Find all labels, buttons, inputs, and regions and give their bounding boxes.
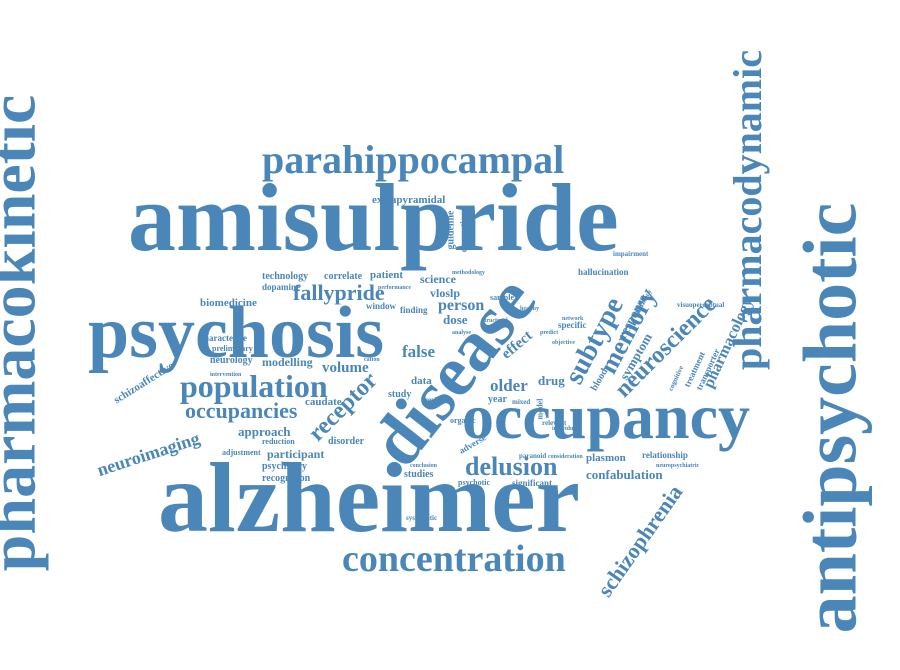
word-pharmacokinetic: pharmacokinetic: [0, 94, 50, 572]
word-mixed: mixed: [512, 398, 531, 406]
word-neuropsychiatric: neuropsychiatric: [656, 463, 700, 469]
word-psychosis: psychosis: [88, 292, 385, 374]
word-network: network: [562, 316, 584, 322]
word-approach: approach: [238, 424, 291, 439]
word-fallypride: fallypride: [293, 280, 385, 305]
word-person: person: [438, 297, 485, 314]
word-vloslp: vloslp: [430, 286, 461, 300]
word-conclusion: conclusion: [410, 463, 438, 469]
word-intervention: intervention: [210, 372, 242, 378]
word-patient: patient: [370, 269, 403, 281]
word-dose: dose: [443, 312, 468, 327]
word-disorder: disorder: [328, 436, 365, 447]
word-relevant: relevant: [542, 419, 567, 427]
word-caudate: caudate: [305, 396, 342, 408]
word-population: population: [180, 368, 328, 404]
word-objective: objective: [552, 340, 575, 346]
word-delusion: delusion: [465, 452, 558, 481]
word-visuoperceptual: visuoperceptual: [677, 301, 725, 309]
word-confabulation: confabulation: [586, 467, 663, 482]
word-parahippocampal: parahippocampal: [262, 137, 565, 182]
word-performance: performance: [378, 285, 411, 291]
word-hallucination: hallucination: [578, 267, 629, 277]
word-significant: significant: [512, 478, 553, 488]
word-antipsychotic: antipsychotic: [788, 202, 873, 634]
word-preliminary: preliminary: [212, 344, 253, 353]
word-psychiatry: psychiatry: [262, 461, 307, 472]
word-consideration: consideration: [548, 454, 583, 460]
word-study: study: [388, 389, 412, 400]
word-individual: individual: [552, 426, 579, 432]
word-review: review: [425, 396, 445, 404]
word-reduction: reduction: [262, 437, 295, 446]
word-adjustment: adjustment: [222, 448, 261, 457]
word-organic: organic: [450, 416, 476, 425]
word-dopamine: dopamine: [262, 282, 301, 292]
word-biomedicine: biomedicine: [200, 297, 257, 309]
word-specific: specific: [558, 320, 587, 330]
word-methodology: methodology: [452, 270, 485, 276]
word-studies: studies: [404, 469, 434, 480]
word-relationship: relationship: [642, 450, 688, 460]
word-modelling: modelling: [262, 355, 313, 369]
word-window: window: [366, 301, 397, 311]
word-false: false: [402, 342, 436, 361]
word-correlate: correlate: [324, 271, 363, 282]
word-psychotic: psychotic: [458, 478, 490, 487]
word-cation: cation: [364, 357, 380, 363]
word-finding: finding: [400, 305, 428, 315]
word-healthy: healthy: [520, 306, 540, 312]
word-older: older: [490, 376, 528, 395]
word-dementia: dementia: [458, 216, 469, 253]
word-analyse: analyse: [452, 330, 472, 336]
word-neurology: neurology: [210, 355, 253, 366]
word-characterise: characterise: [200, 333, 247, 343]
word-extrapyramidal: extrapyramidal: [372, 194, 446, 206]
word-guideline: guideline: [445, 210, 457, 250]
word-alzheimer: alzheimer: [158, 442, 581, 553]
word-plasmon: plasmon: [586, 452, 626, 464]
word-recognition: recognition: [262, 473, 311, 484]
word-occupancy: occupancy: [462, 381, 750, 452]
word-schizophrenia: schizophrenia: [592, 480, 688, 602]
word-participant: participant: [267, 447, 325, 461]
word-systematic: systematic: [406, 514, 438, 522]
word-data: data: [411, 375, 432, 387]
word-structural: structural: [482, 318, 508, 324]
word-model: model: [535, 398, 545, 420]
word-occupancies: occupancies: [185, 398, 298, 423]
word-impairment: impairment: [613, 250, 649, 258]
word-predict: predict: [540, 330, 559, 336]
word-drug: drug: [538, 373, 565, 388]
word-technology: technology: [262, 271, 309, 282]
word-amisulpride: amisulpride: [128, 164, 619, 271]
word-volume: volume: [322, 360, 369, 376]
word-paranoid: paranoid: [519, 452, 547, 460]
word-year: year: [488, 394, 507, 405]
word-science: science: [420, 272, 456, 286]
word-sample: sample: [490, 293, 514, 302]
word-concentration: concentration: [342, 538, 566, 580]
